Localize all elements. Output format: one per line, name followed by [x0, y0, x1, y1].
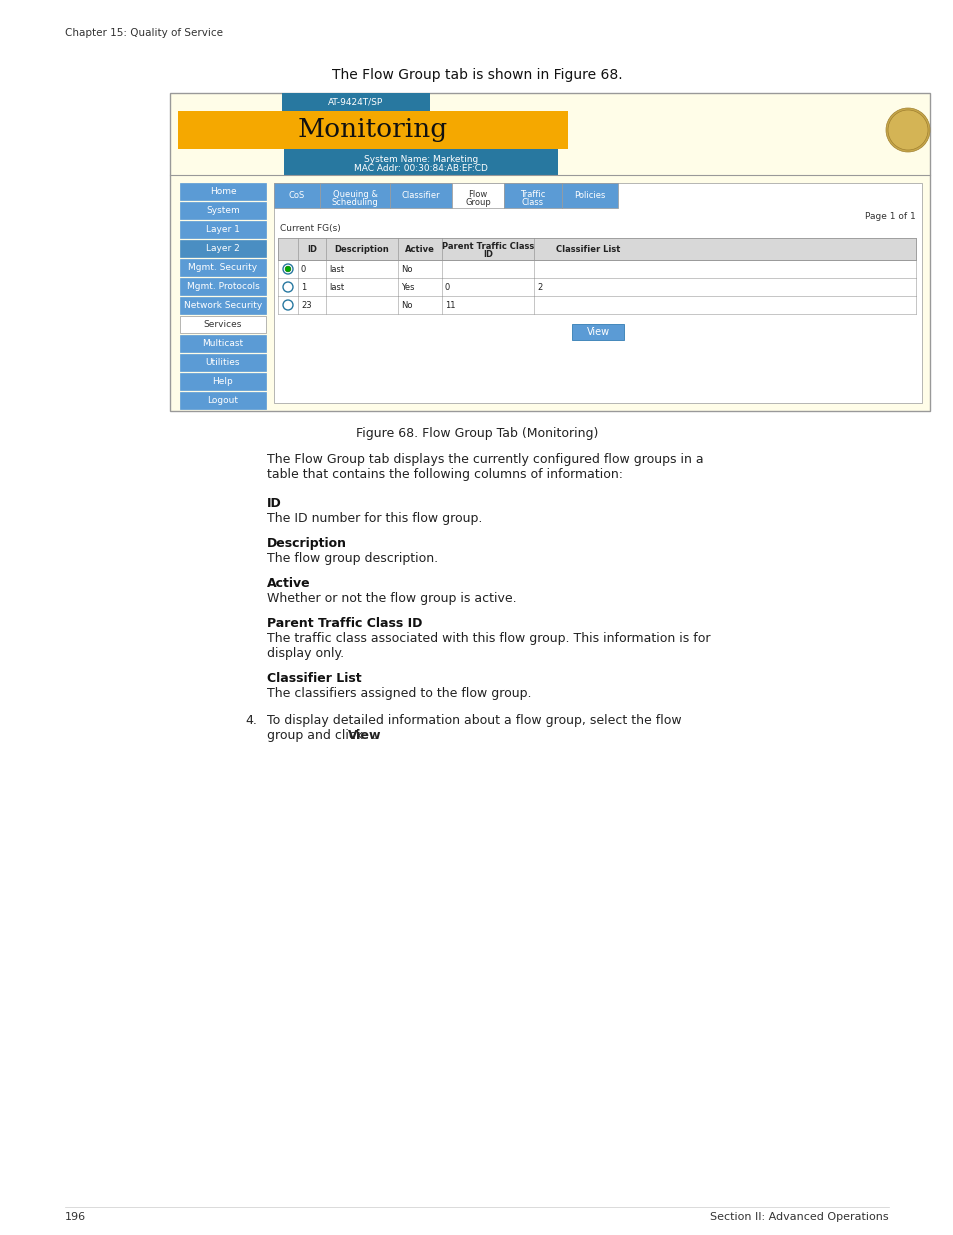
Bar [390, 183, 452, 207]
Text: System Name: Marketing: System Name: Marketing [363, 156, 477, 164]
Bar [452, 183, 503, 207]
Text: Queuing &: Queuing & [333, 190, 377, 199]
Text: Figure 68. Flow Group Tab (Monitoring): Figure 68. Flow Group Tab (Monitoring) [355, 427, 598, 440]
Bar [180, 316, 266, 333]
Text: last: last [329, 283, 344, 291]
Text: Multicast: Multicast [202, 338, 243, 348]
Text: Policies: Policies [574, 191, 605, 200]
Bar [319, 183, 390, 207]
Bar [180, 373, 266, 390]
Text: Chapter 15: Quality of Service: Chapter 15: Quality of Service [65, 28, 223, 38]
Text: Section II: Advanced Operations: Section II: Advanced Operations [710, 1212, 888, 1221]
Text: View: View [586, 327, 609, 337]
Text: CoS: CoS [289, 191, 305, 200]
Text: Layer 1: Layer 1 [206, 225, 240, 233]
Text: Help: Help [213, 377, 233, 387]
Text: Parent Traffic Class ID: Parent Traffic Class ID [267, 618, 422, 630]
Text: Active: Active [267, 577, 311, 590]
Bar [170, 93, 929, 411]
Circle shape [885, 107, 929, 152]
Text: Monitoring: Monitoring [297, 117, 448, 142]
Text: The traffic class associated with this flow group. This information is for: The traffic class associated with this f… [267, 632, 710, 645]
Text: Description: Description [335, 245, 389, 253]
Text: 0: 0 [301, 264, 306, 273]
Text: 11: 11 [444, 300, 455, 310]
Text: Scheduling: Scheduling [332, 198, 378, 207]
Text: No: No [400, 264, 412, 273]
Bar [180, 221, 266, 238]
Bar [180, 354, 266, 370]
Text: Network Security: Network Security [184, 301, 262, 310]
Text: No: No [400, 300, 412, 310]
Text: The ID number for this flow group.: The ID number for this flow group. [267, 513, 482, 525]
Text: Parent Traffic Class: Parent Traffic Class [441, 242, 534, 251]
Text: The Flow Group tab displays the currently configured flow groups in a: The Flow Group tab displays the currentl… [267, 453, 703, 466]
Text: The flow group description.: The flow group description. [267, 552, 437, 564]
Text: Page 1 of 1: Page 1 of 1 [864, 212, 915, 221]
Bar [277, 296, 915, 314]
Bar [178, 111, 567, 149]
Bar [284, 149, 558, 175]
Text: Home: Home [210, 186, 236, 196]
Text: 1: 1 [301, 283, 306, 291]
Text: The classifiers assigned to the flow group.: The classifiers assigned to the flow gro… [267, 687, 531, 700]
Text: last: last [329, 264, 344, 273]
Bar [180, 335, 266, 352]
Text: ID: ID [307, 245, 316, 253]
Text: Current FG(s): Current FG(s) [280, 224, 340, 233]
Text: Active: Active [405, 245, 435, 253]
Text: The Flow Group tab is shown in Figure 68.: The Flow Group tab is shown in Figure 68… [332, 68, 621, 82]
Bar [503, 183, 561, 207]
Bar [572, 324, 623, 340]
Text: AT-9424T/SP: AT-9424T/SP [328, 98, 383, 106]
Bar [180, 296, 266, 314]
Text: Group: Group [465, 198, 491, 207]
Text: Classifier List: Classifier List [556, 245, 619, 253]
Bar [180, 259, 266, 275]
Bar [180, 391, 266, 409]
Text: Class: Class [521, 198, 543, 207]
Bar [277, 238, 915, 261]
Text: To display detailed information about a flow group, select the flow: To display detailed information about a … [267, 714, 680, 727]
Bar [180, 203, 266, 219]
Bar [282, 93, 430, 111]
Bar [561, 183, 618, 207]
Text: Utilities: Utilities [206, 358, 240, 367]
Circle shape [887, 110, 927, 149]
Bar [180, 278, 266, 295]
Text: MAC Addr: 00:30:84:AB:EF:CD: MAC Addr: 00:30:84:AB:EF:CD [354, 164, 487, 173]
Circle shape [285, 267, 291, 272]
Text: ID: ID [267, 496, 281, 510]
Text: .: . [372, 729, 375, 742]
Bar [274, 183, 921, 403]
Text: Description: Description [267, 537, 347, 550]
Text: Whether or not the flow group is active.: Whether or not the flow group is active. [267, 592, 517, 605]
Bar [274, 183, 319, 207]
Text: Classifier List: Classifier List [267, 672, 361, 685]
Text: 23: 23 [301, 300, 312, 310]
Bar [277, 278, 915, 296]
Text: Logout: Logout [208, 396, 238, 405]
Text: Mgmt. Protocols: Mgmt. Protocols [187, 282, 259, 291]
Text: View: View [348, 729, 381, 742]
Text: Yes: Yes [400, 283, 414, 291]
Bar [180, 183, 266, 200]
Text: 196: 196 [65, 1212, 86, 1221]
Text: table that contains the following columns of information:: table that contains the following column… [267, 468, 622, 480]
Text: Flow: Flow [468, 190, 487, 199]
Text: Layer 2: Layer 2 [206, 245, 239, 253]
Text: 0: 0 [444, 283, 450, 291]
Text: 4.: 4. [245, 714, 256, 727]
Text: Traffic: Traffic [519, 190, 545, 199]
Text: Mgmt. Security: Mgmt. Security [189, 263, 257, 272]
Text: group and click: group and click [267, 729, 367, 742]
Bar [180, 240, 266, 257]
Text: display only.: display only. [267, 647, 344, 659]
Text: 2: 2 [537, 283, 541, 291]
Text: Classifier: Classifier [401, 191, 440, 200]
Text: System: System [206, 206, 239, 215]
Bar [277, 261, 915, 278]
Text: ID: ID [482, 249, 493, 259]
Text: Services: Services [204, 320, 242, 329]
